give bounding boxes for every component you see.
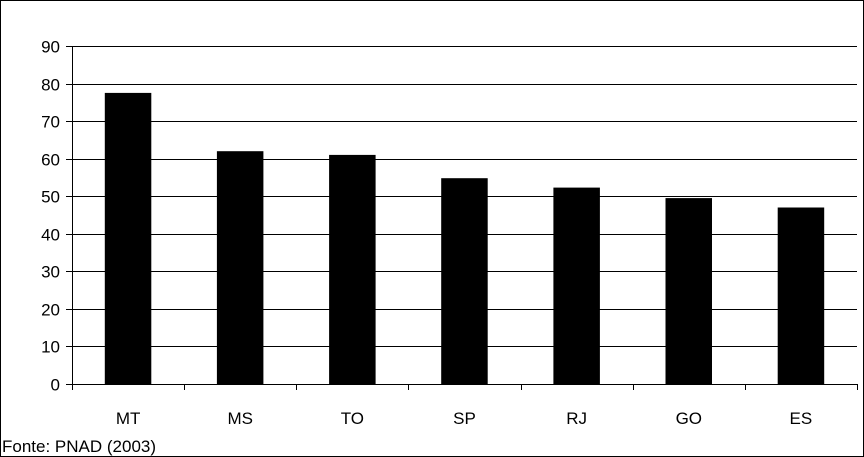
y-tick-label: 30: [41, 263, 60, 282]
grid-lines: [72, 46, 857, 347]
bars: [104, 92, 825, 385]
x-tick-label: GO: [676, 409, 702, 428]
y-tick-label: 70: [41, 113, 60, 132]
y-tick-label: 50: [41, 188, 60, 207]
bar-es: [777, 207, 825, 384]
bar-ms: [216, 151, 264, 384]
y-tick-label: 0: [51, 376, 60, 395]
x-tick-label: TO: [341, 409, 364, 428]
x-axis-ticks: MT MS TO SP RJ GO ES: [72, 384, 858, 428]
y-tick-label: 20: [41, 301, 60, 320]
y-tick-label: 90: [41, 38, 60, 57]
y-tick-label: 80: [41, 76, 60, 95]
y-tick-label: 40: [41, 226, 60, 245]
bar-to: [329, 154, 376, 384]
x-tick-label: MS: [227, 409, 253, 428]
x-tick-label: SP: [453, 409, 476, 428]
y-tick-label: 10: [41, 338, 60, 357]
x-tick-label: RJ: [566, 409, 587, 428]
axes: [72, 46, 857, 385]
x-tick-label: MT: [116, 409, 141, 428]
source-note: Fonte: PNAD (2003): [2, 437, 156, 456]
y-tick-label: 60: [41, 151, 60, 170]
bar-sp: [441, 178, 488, 384]
bar-mt: [104, 92, 152, 385]
x-tick-label: ES: [790, 409, 813, 428]
y-axis-ticks: 0 10 20 30 40 50 60 70 80 90: [41, 38, 72, 395]
bar-rj: [553, 187, 600, 384]
bar-go: [665, 198, 712, 384]
